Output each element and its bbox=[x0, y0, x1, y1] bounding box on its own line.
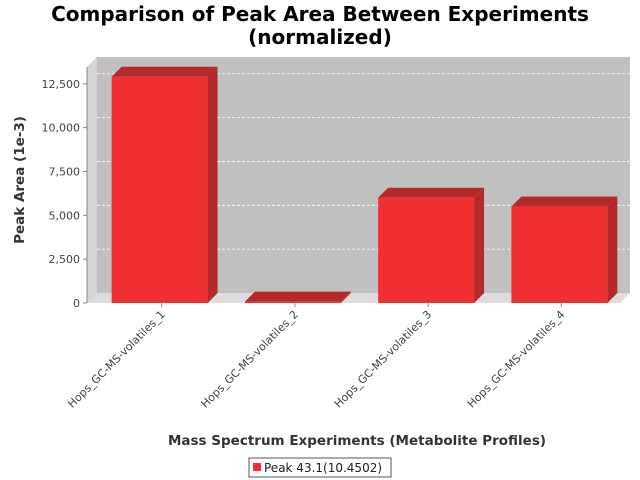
x-tick-label: Hops_GC-MS-volatiles_2 bbox=[198, 308, 301, 411]
y-tick-label: 7,500 bbox=[49, 165, 81, 178]
bar-front bbox=[511, 206, 608, 303]
bars bbox=[111, 66, 618, 303]
left-wall bbox=[87, 57, 97, 303]
bar-top bbox=[378, 187, 485, 198]
bar-top bbox=[244, 291, 351, 302]
bar-3 bbox=[378, 187, 485, 303]
y-tick-label: 5,000 bbox=[49, 209, 81, 222]
bar-front bbox=[378, 197, 475, 303]
y-tick-label: 2,500 bbox=[49, 253, 81, 266]
y-tick-label: 12,500 bbox=[42, 78, 81, 91]
bar-top bbox=[511, 196, 618, 207]
x-tick-label: Hops_GC-MS-volatiles_3 bbox=[332, 308, 435, 411]
chart-subtitle: (normalized) bbox=[248, 25, 392, 49]
floor bbox=[87, 293, 630, 303]
legend-entry: Peak 43.1(10.4502) bbox=[264, 461, 382, 475]
y-axis-label: Peak Area (1e-3) bbox=[12, 116, 28, 244]
bar-side bbox=[207, 66, 218, 303]
x-tick-label: Hops_GC-MS-volatiles_1 bbox=[65, 308, 168, 411]
legend: Peak 43.1(10.4502) bbox=[248, 457, 392, 478]
legend-box bbox=[248, 457, 392, 478]
x-axis-ticks: Hops_GC-MS-volatiles_1 Hops_GC-MS-volatil… bbox=[65, 303, 567, 410]
bar-top bbox=[111, 66, 218, 77]
bar-side bbox=[607, 196, 618, 303]
y-axis: 0 2,500 5,000 7,500 10,000 12,500 bbox=[42, 67, 88, 310]
y-tick-label: 10,000 bbox=[42, 122, 81, 135]
y-tick-label: 0 bbox=[73, 297, 80, 310]
bar-2 bbox=[244, 291, 351, 303]
bar-side bbox=[474, 187, 485, 303]
chart-title: Comparison of Peak Area Between Experime… bbox=[51, 2, 589, 26]
bar-1 bbox=[111, 66, 218, 303]
gridlines bbox=[97, 73, 630, 250]
bar-front bbox=[244, 301, 341, 303]
bar-side bbox=[340, 291, 351, 303]
legend-swatch bbox=[253, 463, 261, 471]
x-axis-label: Mass Spectrum Experiments (Metabolite Pr… bbox=[168, 433, 546, 449]
bar-4 bbox=[511, 196, 618, 303]
bar-front bbox=[111, 76, 208, 303]
x-tick-label: Hops_GC-MS-volatiles_4 bbox=[465, 308, 568, 411]
